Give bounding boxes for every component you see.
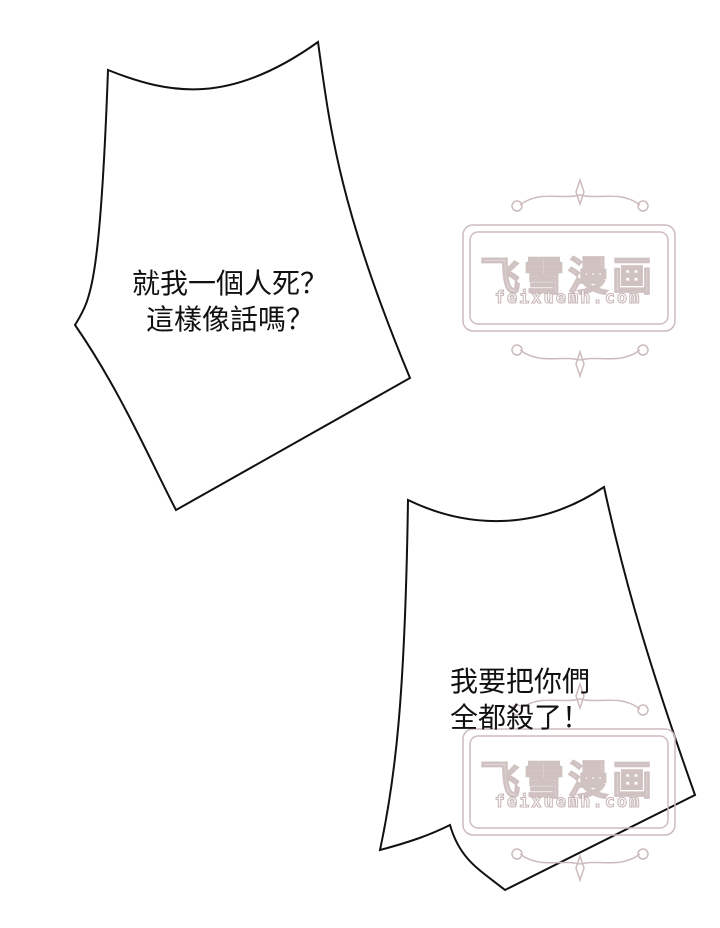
bubble-1-line-2: 這樣像話嗎？ <box>145 303 314 336</box>
bubble-2-line-2: 全都殺了！ <box>449 701 590 734</box>
watermark-2: 飞雪漫画 feixuemh.com <box>443 682 693 882</box>
watermark-title: 飞雪漫画 <box>479 757 656 805</box>
watermark-ornament-2 <box>462 681 676 883</box>
bubble-1-line-1: 就我一個人死？ <box>131 267 328 300</box>
watermark-title: 飞雪漫画 <box>479 253 656 301</box>
watermark-1: 飞雪漫画 feixuemh.com <box>443 178 693 378</box>
bubble-text-2: 我要把你們 全都殺了！ <box>410 664 630 736</box>
speech-bubble-2 <box>378 485 697 892</box>
watermark-url: feixuemh.com <box>494 792 642 813</box>
speech-bubble-1 <box>73 40 412 512</box>
bubble-text-1: 就我一個人死？ 這樣像話嗎？ <box>100 266 360 338</box>
watermark-url: feixuemh.com <box>494 288 642 309</box>
watermark-ornament-1 <box>462 177 676 379</box>
bubble-2-line-1: 我要把你們 <box>449 665 590 698</box>
